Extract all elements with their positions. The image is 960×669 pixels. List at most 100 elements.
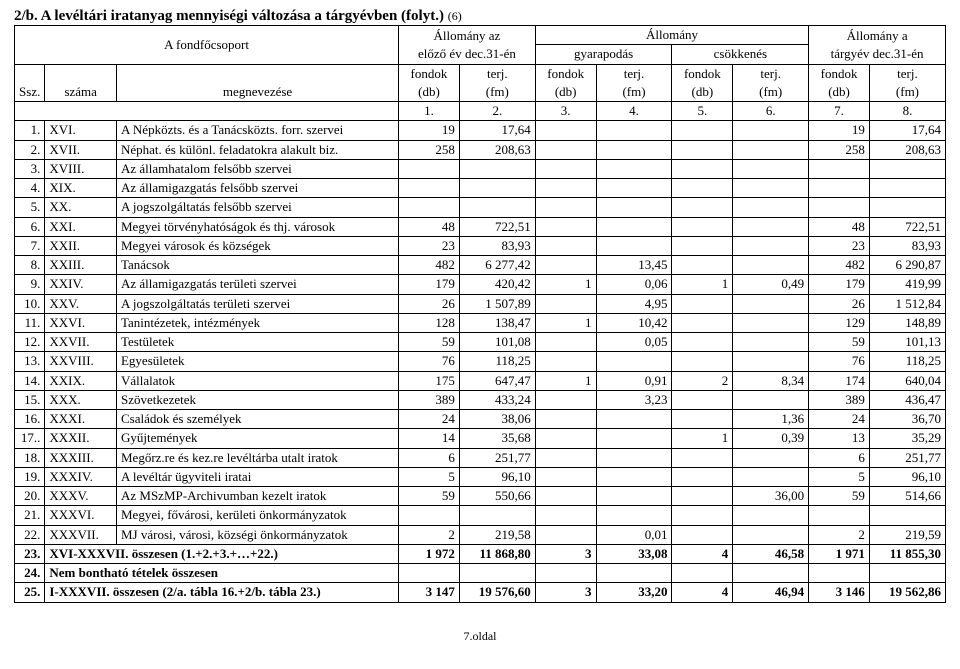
cell-value: [809, 198, 870, 217]
header-targyev: tárgyév dec.31-én: [809, 45, 946, 64]
header-num-7: 7.: [809, 102, 870, 121]
cell-value: [399, 198, 460, 217]
cell-value: 174: [809, 371, 870, 390]
cell-value: [535, 448, 596, 467]
table-row: 12.XXVII.Testületek59101,080,0559101,13: [15, 333, 946, 352]
cell-value: [809, 564, 870, 583]
cell-ssz: 17..: [15, 429, 45, 448]
cell-value: 118,25: [869, 352, 945, 371]
cell-value: 0,05: [596, 333, 672, 352]
cell-value: 1,36: [733, 410, 809, 429]
header-db-3: (db): [672, 83, 733, 102]
cell-value: 26: [399, 294, 460, 313]
cell-ssz: 2.: [15, 140, 45, 159]
cell-value: [869, 179, 945, 198]
cell-value: 3 147: [399, 583, 460, 602]
cell-megnevezes: Megyei, fővárosi, kerületi önkormányzato…: [116, 506, 398, 525]
cell-value: [535, 198, 596, 217]
cell-value: [596, 467, 672, 486]
cell-value: [869, 564, 945, 583]
header-elozo-ev: előző év dec.31-én: [399, 45, 536, 64]
table-row: 18.XXXIII.Megőrz.re és kez.re levéltárba…: [15, 448, 946, 467]
cell-value: 17,64: [869, 121, 945, 140]
cell-szama: XXX.: [45, 390, 117, 409]
cell-szama: XX.: [45, 198, 117, 217]
cell-ssz: 12.: [15, 333, 45, 352]
cell-megnevezes: Az államigazgatás területi szervei: [116, 275, 398, 294]
header-csokkenes: csökkenés: [672, 45, 809, 64]
cell-szama: XVII.: [45, 140, 117, 159]
cell-value: [733, 448, 809, 467]
cell-szama: XXXI.: [45, 410, 117, 429]
cell-value: [733, 352, 809, 371]
cell-value: [809, 506, 870, 525]
cell-value: 251,77: [869, 448, 945, 467]
cell-ssz: 10.: [15, 294, 45, 313]
table-row: 4.XIX.Az államigazgatás felsőbb szervei: [15, 179, 946, 198]
page-footer: 7.oldal: [14, 603, 946, 654]
header-blank: [15, 102, 399, 121]
table-row: 2.XVII.Néphat. és különl. feladatokra al…: [15, 140, 946, 159]
cell-value: 11 855,30: [869, 544, 945, 563]
cell-value: [399, 564, 460, 583]
cell-szama: XXXIV.: [45, 467, 117, 486]
cell-ssz: 20.: [15, 487, 45, 506]
cell-megnevezes: Tanácsok: [116, 256, 398, 275]
cell-value: 550,66: [459, 487, 535, 506]
cell-value: 59: [809, 487, 870, 506]
cell-ssz: 24.: [15, 564, 45, 583]
cell-szama: XXV.: [45, 294, 117, 313]
cell-value: [596, 487, 672, 506]
cell-value: 640,04: [869, 371, 945, 390]
cell-value: [535, 525, 596, 544]
table-row: 17..XXXII.Gyűjtemények1435,6810,391335,2…: [15, 429, 946, 448]
cell-value: 19: [809, 121, 870, 140]
cell-megnevezes: Az államigazgatás felsőbb szervei: [116, 179, 398, 198]
cell-ssz: 7.: [15, 236, 45, 255]
cell-value: 148,89: [869, 313, 945, 332]
header-fondfocsoport: A fondfőcsoport: [15, 26, 399, 65]
title-suffix: (6): [448, 9, 462, 23]
cell-megnevezes: Az államhatalom felsőbb szervei: [116, 159, 398, 178]
cell-value: 0,49: [733, 275, 809, 294]
cell-ssz: 22.: [15, 525, 45, 544]
cell-value: 96,10: [869, 467, 945, 486]
cell-megnevezes: Megőrz.re és kez.re levéltárba utalt ira…: [116, 448, 398, 467]
cell-value: 251,77: [459, 448, 535, 467]
cell-value: [733, 256, 809, 275]
cell-value: [672, 159, 733, 178]
cell-value: [596, 121, 672, 140]
cell-value: [672, 198, 733, 217]
cell-value: 83,93: [459, 236, 535, 255]
cell-value: 8,34: [733, 371, 809, 390]
cell-value: [672, 256, 733, 275]
cell-ssz: 14.: [15, 371, 45, 390]
header-terj-3: terj.: [733, 64, 809, 83]
cell-value: [535, 390, 596, 409]
cell-value: 38,06: [459, 410, 535, 429]
cell-value: [535, 159, 596, 178]
cell-value: [672, 352, 733, 371]
table-row: 24.Nem bontható tételek összesen: [15, 564, 946, 583]
cell-value: [399, 159, 460, 178]
cell-value: [733, 140, 809, 159]
cell-value: [535, 333, 596, 352]
page-title: 2/b. A levéltári iratanyag mennyiségi vá…: [14, 8, 946, 25]
cell-value: 59: [399, 487, 460, 506]
cell-megnevezes: A jogszolgáltatás felsőbb szervei: [116, 198, 398, 217]
cell-ssz: 23.: [15, 544, 45, 563]
cell-value: [596, 429, 672, 448]
header-fm-1: (fm): [459, 83, 535, 102]
table-row: 23.XVI-XXXVII. összesen (1.+2.+3.+…+22.)…: [15, 544, 946, 563]
cell-megnevezes: A levéltár ügyviteli iratai: [116, 467, 398, 486]
header-terj-4: terj.: [869, 64, 945, 83]
cell-value: 128: [399, 313, 460, 332]
table-row: 13.XXVIII.Egyesületek76118,2576118,25: [15, 352, 946, 371]
cell-value: [596, 198, 672, 217]
data-table: A fondfőcsoport Állomány az Állomány Áll…: [14, 25, 946, 603]
header-szama: száma: [45, 64, 117, 102]
cell-value: 258: [809, 140, 870, 159]
cell-value: [672, 410, 733, 429]
cell-value: [672, 313, 733, 332]
cell-value: [733, 390, 809, 409]
